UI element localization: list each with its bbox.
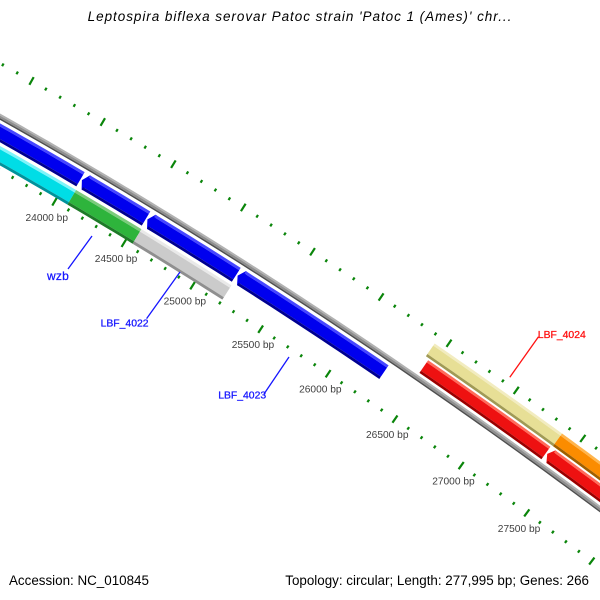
- svg-text:wzb: wzb: [46, 269, 69, 283]
- svg-text:26000 bp: 26000 bp: [299, 385, 342, 396]
- svg-text:LBF_4023: LBF_4023: [218, 391, 266, 402]
- svg-text:LBF_4024: LBF_4024: [538, 330, 586, 341]
- svg-text:LBF_4022: LBF_4022: [101, 318, 149, 329]
- svg-text:25500 bp: 25500 bp: [232, 340, 275, 351]
- svg-text:24500 bp: 24500 bp: [95, 254, 138, 265]
- svg-text:26500 bp: 26500 bp: [366, 430, 409, 441]
- svg-text:25000 bp: 25000 bp: [164, 297, 207, 308]
- svg-text:24000 bp: 24000 bp: [26, 213, 69, 224]
- svg-text:27500 bp: 27500 bp: [498, 524, 541, 535]
- svg-text:27000 bp: 27000 bp: [432, 477, 475, 488]
